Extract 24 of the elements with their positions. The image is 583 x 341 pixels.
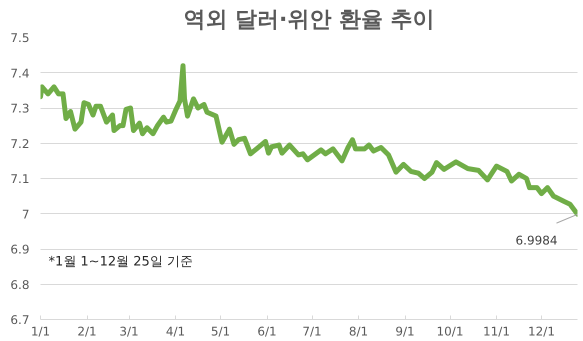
x-tick-label: 2/1 xyxy=(77,324,97,338)
y-tick-label: 6.7 xyxy=(10,313,30,327)
y-tick-label: 7.5 xyxy=(10,31,30,45)
x-tick-label: 11/1 xyxy=(483,324,510,338)
annotation: *1월 1~12월 25일 기준 xyxy=(48,254,193,270)
x-tick-label: 8/1 xyxy=(348,324,368,338)
y-tick-label: 7 xyxy=(22,207,30,222)
x-tick-label: 7/1 xyxy=(302,324,322,338)
y-tick-label: 7.4 xyxy=(10,66,30,80)
y-tick-label: 6.8 xyxy=(10,278,30,292)
x-tick-label: 3/1 xyxy=(119,324,139,338)
annotation: 6.9984 xyxy=(516,233,558,248)
y-tick-label: 7.1 xyxy=(10,172,30,186)
chart-title: 역외 달러·위안 환율 추이 xyxy=(183,8,435,32)
x-tick-label: 10/1 xyxy=(436,324,464,338)
y-tick-label: 6.9 xyxy=(10,242,30,256)
x-tick-label: 9/1 xyxy=(395,324,415,338)
y-tick-label: 7.3 xyxy=(10,102,30,116)
x-tick-label: 12/1 xyxy=(528,324,555,338)
x-tick-label: 6/1 xyxy=(257,324,277,338)
x-tick-label: 1/1 xyxy=(30,324,50,338)
x-tick-label: 5/1 xyxy=(210,324,230,338)
y-tick-label: 7.2 xyxy=(10,136,30,151)
x-tick-label: 4/1 xyxy=(166,324,186,338)
